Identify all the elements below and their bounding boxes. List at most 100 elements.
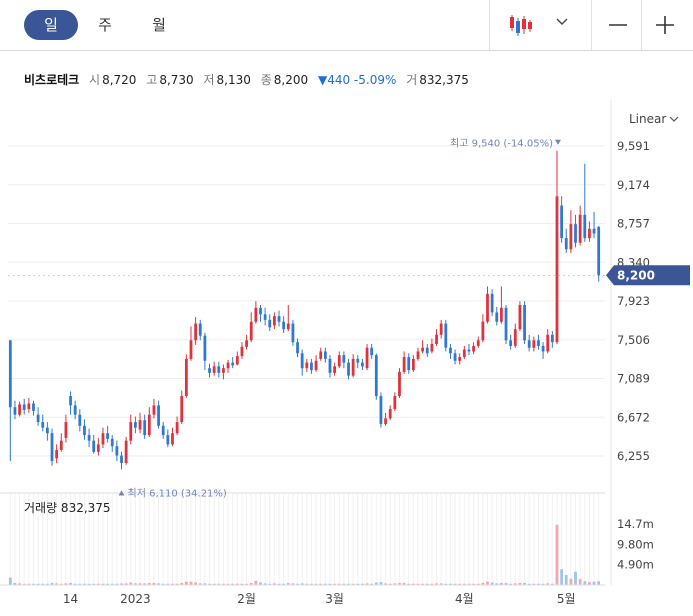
volume-bar (462, 583, 466, 585)
candle-body (388, 409, 392, 419)
candle-body (194, 323, 198, 341)
chart-type-selector[interactable] (506, 12, 576, 38)
min-marker-icon (118, 490, 125, 496)
x-tick-label: 2월 (237, 592, 256, 606)
volume-bar (18, 583, 21, 585)
candle-body (379, 396, 383, 424)
candle-body (166, 435, 170, 445)
candle-body (124, 440, 128, 463)
candle-body (453, 353, 457, 361)
volume-bar (184, 581, 188, 585)
candle-body (472, 345, 475, 352)
candle-body (83, 425, 86, 436)
candle-body (569, 224, 573, 250)
x-tick-label: 5월 (557, 592, 576, 606)
candle-body (333, 366, 337, 373)
candle-body (393, 396, 397, 410)
candle-body (245, 340, 248, 347)
plus-icon[interactable] (654, 14, 676, 36)
volume-bar (421, 583, 425, 585)
volume-tick-label: 9.80m (617, 537, 654, 551)
period-month-tab[interactable]: 월 (152, 16, 166, 34)
candle-body (78, 414, 82, 426)
volume-bar (189, 581, 193, 585)
volume-bar (407, 583, 411, 585)
chevron-down-icon[interactable] (556, 17, 568, 27)
candle-body (481, 321, 485, 341)
volume-bar (333, 583, 337, 585)
candle-body (495, 312, 499, 322)
candle-body (217, 366, 221, 373)
candle-body (305, 362, 309, 369)
candle-body (198, 323, 202, 336)
volume-bar (45, 583, 49, 585)
volume-bar (240, 583, 244, 585)
volume-bar (393, 583, 397, 585)
volume-bar (500, 582, 503, 585)
candle-body (8, 340, 12, 408)
volume-bar (166, 583, 170, 585)
candle-body (490, 293, 494, 313)
candle-body (351, 358, 355, 376)
candle-body (268, 319, 272, 328)
candle-body (92, 440, 96, 452)
candle-body (147, 414, 151, 436)
last-price-tag (606, 265, 690, 286)
candle-body (226, 362, 230, 369)
period-week-tab[interactable]: 주 (98, 16, 112, 34)
candle-body (546, 334, 550, 352)
volume-bar (504, 582, 508, 585)
minus-icon[interactable] (607, 14, 629, 36)
last-price-label: 8,200 (617, 268, 655, 282)
candle-body (411, 358, 415, 371)
volume-bar (55, 583, 59, 585)
volume-bar (402, 582, 406, 585)
volume-bar (120, 583, 123, 585)
volume-bar (342, 583, 346, 585)
volume-bar (69, 582, 72, 585)
candle-body (282, 321, 286, 330)
volume-bar (416, 583, 420, 585)
volume-bar (356, 583, 360, 585)
volume-bar (152, 582, 156, 585)
candle-body (96, 444, 100, 452)
volume-bar (106, 583, 109, 585)
candle-body (157, 405, 160, 426)
volume-bar (411, 583, 415, 585)
volume-bar (361, 583, 364, 585)
volume-bar (157, 583, 160, 585)
candle-body (509, 340, 513, 346)
candle-body (541, 345, 545, 352)
candle-body (310, 362, 313, 371)
candle-body (171, 433, 174, 445)
candle-body (134, 422, 137, 428)
volume-bar (175, 583, 179, 585)
volume-bar (171, 583, 174, 585)
candle-body (370, 347, 374, 356)
volume-bar (180, 582, 184, 585)
volume-bar (486, 581, 489, 585)
candle-body (13, 407, 17, 415)
volume-bar (254, 580, 258, 585)
volume-bar (583, 581, 587, 585)
scale-chevron-down-icon[interactable] (669, 116, 679, 124)
volume-bar (564, 575, 568, 585)
scale-mode-selector[interactable]: Linear (629, 112, 667, 126)
volume-bar (110, 583, 114, 585)
volume-bar (310, 583, 313, 585)
volume-bar (569, 578, 573, 585)
x-tick-label: 14 (63, 592, 78, 606)
period-day-tab[interactable]: 일 (24, 10, 78, 40)
volume-bar (291, 583, 295, 585)
volume-bar (453, 583, 457, 585)
volume-bar (50, 582, 54, 585)
candle-body (27, 403, 31, 410)
volume-bar (36, 583, 40, 585)
candle-body (129, 422, 133, 441)
volume-bar (560, 569, 564, 585)
volume-bar (115, 583, 119, 585)
candle-body (328, 358, 332, 373)
candle-body (523, 304, 526, 341)
candle-body (462, 349, 466, 358)
volume-bar (384, 583, 387, 585)
